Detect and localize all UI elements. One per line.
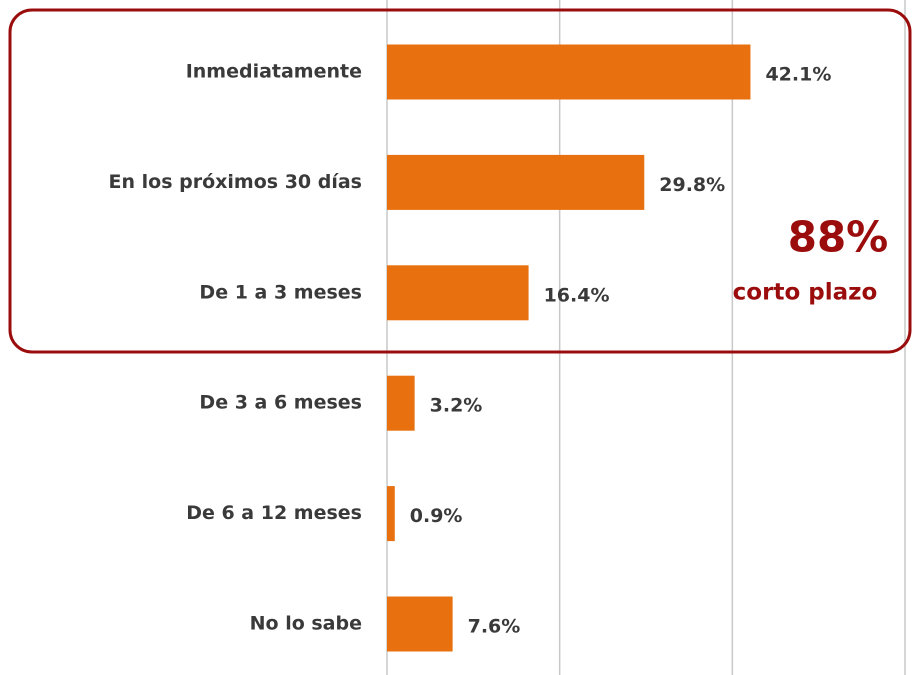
bars: Inmediatamente 42.1% En los próximos 30 dí… bbox=[109, 44, 831, 652]
bar bbox=[387, 44, 751, 100]
category-label: No lo sabe bbox=[250, 613, 362, 635]
value-label: 42.1% bbox=[765, 64, 831, 86]
bar bbox=[387, 265, 529, 321]
category-label: De 6 a 12 meses bbox=[186, 502, 362, 524]
category-label: De 1 a 3 meses bbox=[199, 281, 362, 303]
highlight-box bbox=[8, 8, 912, 354]
bar bbox=[387, 596, 453, 652]
annotation-big: 88% bbox=[788, 213, 889, 262]
annotation-sub: corto plazo bbox=[733, 280, 878, 306]
value-label: 16.4% bbox=[544, 284, 610, 306]
category-label: En los próximos 30 días bbox=[109, 171, 362, 193]
bar bbox=[387, 154, 645, 210]
value-label: 7.6% bbox=[468, 616, 521, 638]
grid bbox=[386, 0, 906, 675]
bar bbox=[387, 486, 395, 542]
bar bbox=[387, 375, 415, 431]
category-label: De 3 a 6 meses bbox=[199, 392, 362, 414]
category-label: Inmediatamente bbox=[186, 61, 362, 83]
value-label: 3.2% bbox=[430, 395, 483, 417]
value-label: 0.9% bbox=[410, 505, 463, 527]
value-label: 29.8% bbox=[659, 174, 725, 196]
